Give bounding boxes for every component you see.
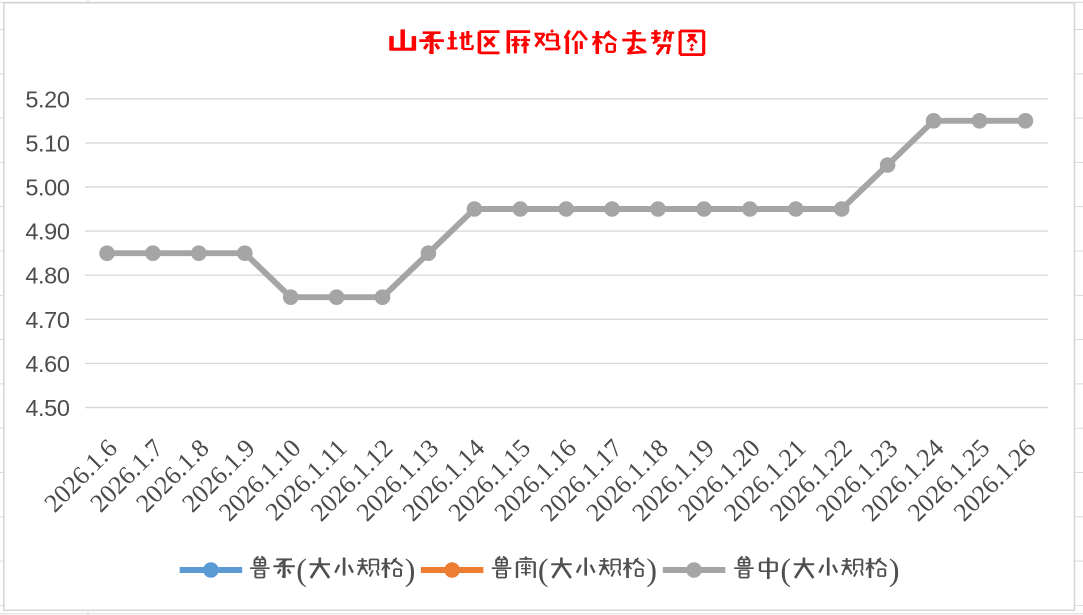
svg-text:4.60: 4.60: [25, 351, 69, 377]
svg-text:4.80: 4.80: [25, 263, 69, 289]
svg-text:5.20: 5.20: [25, 86, 69, 112]
svg-text:): ): [646, 552, 657, 588]
svg-text:4.90: 4.90: [25, 219, 69, 245]
svg-text:(: (: [538, 552, 549, 588]
svg-text:(: (: [296, 552, 307, 588]
svg-text:(: (: [780, 552, 791, 588]
svg-text:5.00: 5.00: [25, 175, 69, 201]
svg-text:): ): [405, 552, 416, 588]
svg-text:): ): [889, 552, 900, 588]
svg-text:4.50: 4.50: [25, 395, 69, 421]
svg-text:4.70: 4.70: [25, 307, 69, 333]
svg-text:5.10: 5.10: [25, 130, 69, 156]
